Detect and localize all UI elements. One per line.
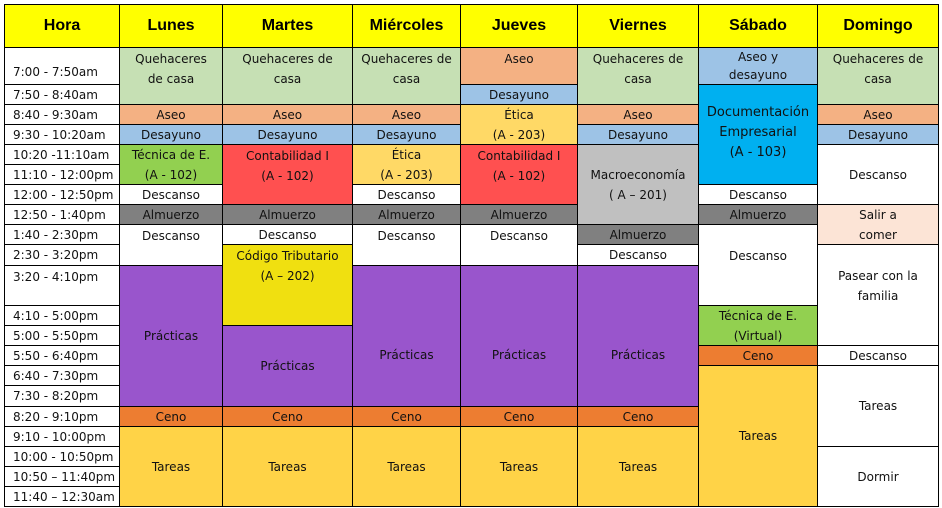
activity-quehaceres: Quehaceres de casa (352, 47, 461, 105)
time-slot: 5:00 - 5:50pm (4, 325, 120, 346)
activity-descanso: Descanso (817, 144, 939, 205)
time-slot: 6:40 - 7:30pm (4, 365, 120, 386)
activity-contabilidad: Contabilidad I (A - 102) (460, 144, 578, 205)
activity-descanso: Descanso (119, 184, 223, 205)
activity-descanso: Descanso (460, 224, 578, 266)
activity-quehaceres: Quehaceres de casa (119, 47, 223, 105)
activity-macroeconomia: Macroeconomía ( A – 201) (577, 144, 699, 225)
activity-tecnica: Técnica de E. (A - 102) (119, 144, 223, 185)
activity-almuerzo: Almuerzo (352, 204, 461, 225)
activity-descanso: Descanso (577, 244, 699, 266)
activity-tareas: Tareas (222, 426, 353, 507)
activity-aseo: Aseo (577, 104, 699, 125)
activity-ceno: Ceno (222, 406, 353, 427)
activity-descanso: Descanso (817, 345, 939, 366)
activity-tecnica-virtual: Técnica de E. (Virtual) (698, 305, 818, 346)
activity-aseo: Aseo (352, 104, 461, 125)
activity-dormir: Dormir (817, 446, 939, 507)
activity-etica: Ética (A - 203) (352, 144, 461, 185)
activity-ceno: Ceno (119, 406, 223, 427)
activity-almuerzo: Almuerzo (119, 204, 223, 225)
activity-contabilidad: Contabilidad I (A - 102) (222, 144, 353, 205)
time-slot: 7:50 - 8:40am (4, 84, 120, 105)
time-slot: 10:50 – 11:40pm (4, 466, 120, 487)
activity-tareas: Tareas (817, 365, 939, 447)
activity-salir-a-comer: Salir a comer (817, 204, 939, 245)
time-slot: 9:10 - 10:00pm (4, 426, 120, 447)
activity-ceno: Ceno (698, 345, 818, 366)
activity-descanso: Descanso (222, 224, 353, 245)
activity-pasear-familia: Pasear con la familia (817, 244, 939, 346)
activity-almuerzo: Almuerzo (577, 224, 699, 245)
activity-practicas: Prácticas (352, 265, 461, 407)
activity-desayuno: Desayuno (222, 124, 353, 145)
time-slot: 5:50 - 6:40pm (4, 345, 120, 366)
activity-ceno: Ceno (460, 406, 578, 427)
activity-desayuno: Desayuno (817, 124, 939, 145)
header-viernes: Viernes (577, 4, 699, 48)
activity-tareas: Tareas (460, 426, 578, 507)
activity-almuerzo: Almuerzo (698, 204, 818, 225)
activity-desayuno: Desayuno (352, 124, 461, 145)
activity-aseo-desayuno: Aseo y desayuno (698, 47, 818, 85)
activity-aseo: Aseo (119, 104, 223, 125)
header-lunes: Lunes (119, 4, 223, 48)
activity-ceno: Ceno (577, 406, 699, 427)
activity-descanso: Descanso (698, 224, 818, 306)
activity-quehaceres: Quehaceres de casa (222, 47, 353, 105)
activity-practicas: Prácticas (460, 265, 578, 407)
activity-quehaceres: Quehaceres de casa (577, 47, 699, 105)
header-sabado: Sábado (698, 4, 818, 48)
time-slot: 8:40 - 9:30am (4, 104, 120, 125)
activity-codigo-tributario: Código Tributario (A – 202) (222, 244, 353, 326)
activity-etica: Ética (A - 203) (460, 104, 578, 145)
activity-desayuno: Desayuno (577, 124, 699, 145)
time-slot: 2:30 - 3:20pm (4, 244, 120, 266)
header-domingo: Domingo (817, 4, 939, 48)
activity-practicas: Prácticas (222, 325, 353, 407)
activity-practicas: Prácticas (577, 265, 699, 407)
activity-quehaceres: Quehaceres de casa (817, 47, 939, 105)
time-slot: 8:20 - 9:10pm (4, 406, 120, 427)
activity-tareas: Tareas (119, 426, 223, 507)
time-slot: 7:00 - 7:50am (4, 47, 120, 85)
header-jueves: Jueves (460, 4, 578, 48)
time-slot: 7:30 - 8:20pm (4, 385, 120, 407)
activity-descanso: Descanso (698, 184, 818, 205)
time-slot: 9:30 - 10:20am (4, 124, 120, 145)
activity-almuerzo: Almuerzo (222, 204, 353, 225)
activity-desayuno: Desayuno (460, 84, 578, 105)
activity-aseo: Aseo (817, 104, 939, 125)
time-slot: 10:20 -11:10am (4, 144, 120, 165)
activity-descanso: Descanso (352, 224, 461, 266)
time-slot: 4:10 - 5:00pm (4, 305, 120, 326)
time-slot: 1:40 - 2:30pm (4, 224, 120, 245)
activity-aseo: Aseo (222, 104, 353, 125)
activity-tareas: Tareas (698, 365, 818, 507)
activity-tareas: Tareas (577, 426, 699, 507)
activity-ceno: Ceno (352, 406, 461, 427)
time-slot: 3:20 - 4:10pm (4, 265, 120, 306)
activity-descanso: Descanso (352, 184, 461, 205)
time-slot: 11:40 – 12:30am (4, 486, 120, 507)
time-slot: 11:10 - 12:00pm (4, 164, 120, 185)
time-slot: 12:00 - 12:50pm (4, 184, 120, 205)
header-hora: Hora (4, 4, 120, 48)
header-martes: Martes (222, 4, 353, 48)
activity-documentacion-empresarial: Documentación Empresarial (A - 103) (698, 84, 818, 185)
activity-practicas: Prácticas (119, 265, 223, 407)
activity-almuerzo: Almuerzo (460, 204, 578, 225)
activity-desayuno: Desayuno (119, 124, 223, 145)
activity-descanso: Descanso (119, 224, 223, 266)
time-slot: 10:00 - 10:50pm (4, 446, 120, 467)
time-slot: 12:50 - 1:40pm (4, 204, 120, 225)
header-miercoles: Miércoles (352, 4, 461, 48)
activity-tareas: Tareas (352, 426, 461, 507)
activity-aseo: Aseo (460, 47, 578, 85)
